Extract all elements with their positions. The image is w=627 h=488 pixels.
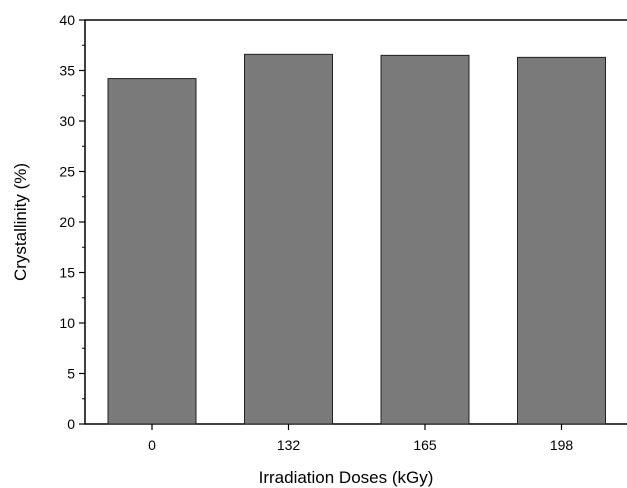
y-tick-label: 25 (59, 164, 75, 180)
y-tick-label: 30 (59, 113, 75, 129)
y-tick-label: 15 (59, 265, 75, 281)
bar-198 (517, 56, 606, 425)
x-tick-label: 0 (148, 437, 156, 453)
y-tick-label: 20 (59, 214, 75, 230)
bars (107, 53, 606, 425)
y-tick-label: 35 (59, 63, 75, 79)
x-tick-label: 132 (277, 437, 301, 453)
x-axis: 0 132 165 198 (148, 424, 573, 453)
y-tick-label: 40 (59, 12, 75, 28)
x-axis-title: Irradiation Doses (kGy) (259, 468, 434, 487)
y-tick-label: 10 (59, 315, 75, 331)
y-tick-label: 0 (67, 416, 75, 432)
y-axis: 0 5 10 15 20 25 30 35 40 (59, 12, 85, 432)
y-axis-title: Crystallinity (%) (11, 163, 30, 281)
x-tick-label: 198 (550, 437, 574, 453)
x-tick-label: 165 (413, 437, 437, 453)
y-tick-label: 5 (67, 366, 75, 382)
bar-165 (380, 54, 470, 425)
bar-132 (244, 53, 333, 425)
bar-0 (107, 78, 197, 425)
